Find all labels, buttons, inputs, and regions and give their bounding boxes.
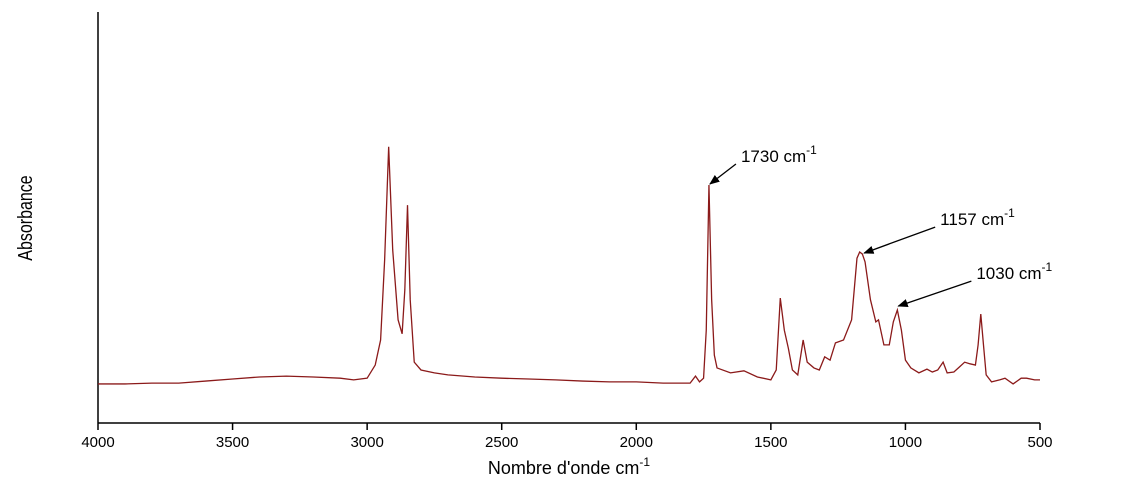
y-axis-label: Absorbance [14,175,36,260]
x-tick-label: 4000 [81,434,114,451]
annotation-arrow [897,280,972,308]
annotation-label: 1730 cm [741,147,806,166]
annotation: 1157 cm-1 [940,206,1015,229]
annotation-label: 1157 cm [940,210,1004,229]
x-tick-label: 500 [1027,434,1052,451]
x-axis-label: Nombre d'onde cm-1 [488,455,651,478]
annotation-exponent: -1 [1004,206,1015,220]
annotation-arrow [863,226,936,254]
annotation: 1030 cm-1 [976,260,1052,283]
x-tick-label: 3000 [350,434,383,451]
x-axis-label-text: Nombre d'onde cm [488,458,640,478]
x-tick-label: 2500 [485,434,518,451]
x-tick-label: 1500 [754,434,787,451]
annotation-arrow [709,163,737,185]
spectrum-line [98,146,1040,385]
annotation-exponent: -1 [1042,260,1053,274]
x-axis-label-exponent: -1 [639,455,650,469]
annotation: 1730 cm-1 [741,143,817,166]
annotation-label: 1030 cm [976,264,1041,283]
annotation-exponent: -1 [806,143,817,157]
x-tick-label: 2000 [620,434,653,451]
x-tick-label: 1000 [889,434,922,451]
x-tick-label: 3500 [216,434,249,451]
